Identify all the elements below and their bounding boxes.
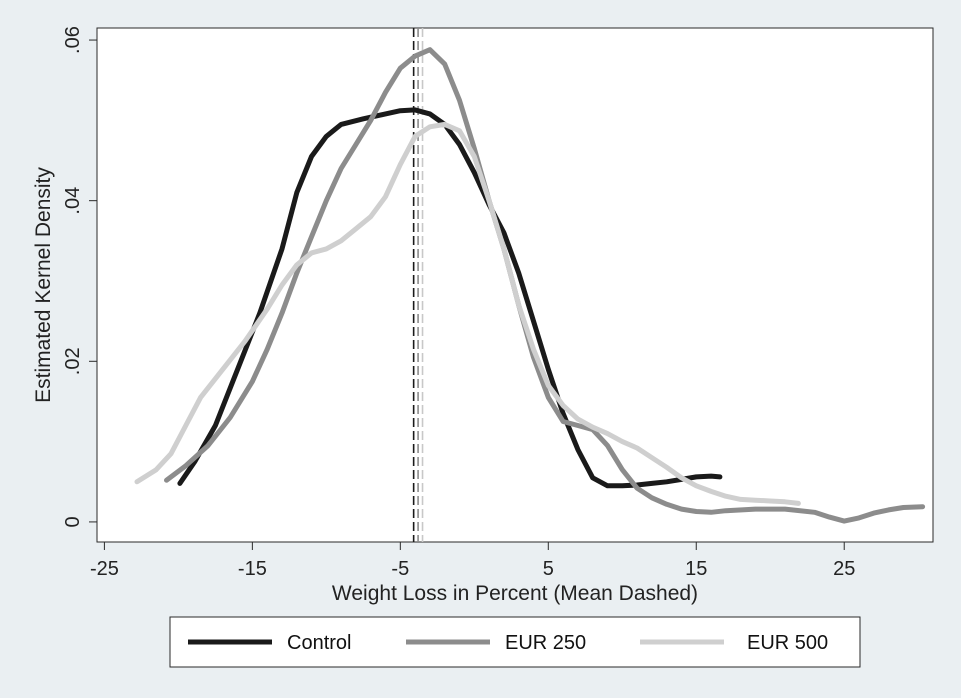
series-line-control [177, 107, 723, 489]
legend-items: Control EUR 250 EUR 500 [188, 632, 828, 654]
x-axis-title: Weight Loss in Percent (Mean Dashed) [332, 582, 698, 605]
series-lines [134, 47, 926, 524]
y-axis: 0 .02 .04 .06 [62, 26, 97, 527]
series-line-eur-500 [134, 121, 801, 506]
y-tick-label: .04 [62, 187, 84, 215]
y-tick-label: .06 [62, 26, 84, 54]
legend-box [169, 616, 861, 668]
x-tick-label: 5 [543, 558, 554, 580]
x-axis: -25 -15 -5 5 15 25 [90, 542, 855, 580]
legend-label-control: Control [287, 632, 351, 654]
y-tick-label: 0 [62, 516, 84, 527]
x-tick-label: -25 [90, 558, 119, 580]
series-line-eur-250 [164, 47, 926, 524]
y-tick-label: .02 [62, 347, 84, 375]
y-axis-title: Estimated Kernel Density [32, 167, 55, 403]
x-tick-label: 25 [833, 558, 855, 580]
x-tick-label: 15 [685, 558, 707, 580]
legend-label-eur-500: EUR 500 [747, 632, 828, 654]
legend: Control EUR 250 EUR 500 [169, 616, 861, 668]
x-tick-label: -5 [391, 558, 409, 580]
legend-label-eur-250: EUR 250 [505, 632, 586, 654]
x-tick-label: -15 [238, 558, 267, 580]
